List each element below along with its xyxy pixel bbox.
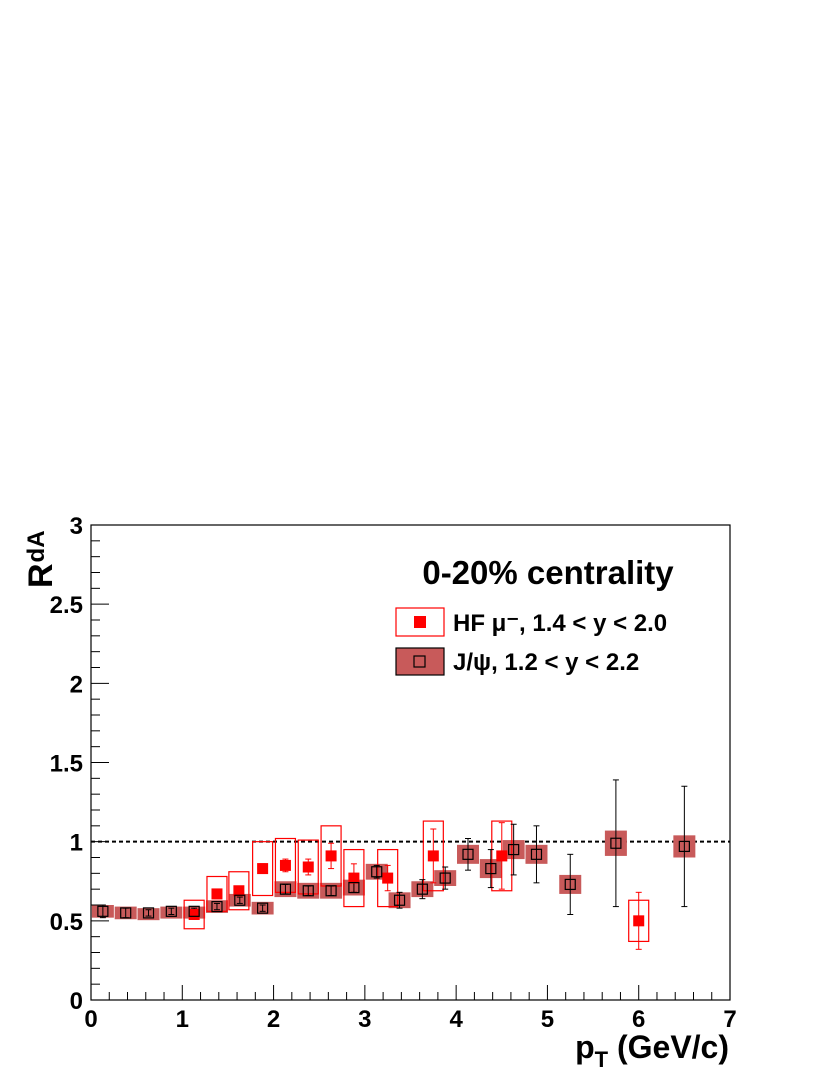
hf-sys-box xyxy=(422,820,444,892)
hf-point xyxy=(348,872,360,884)
hf-point xyxy=(325,850,337,862)
jpsi-point xyxy=(325,885,337,897)
jpsi-point xyxy=(439,872,451,884)
jpsi-point xyxy=(564,878,576,891)
y-tick-label: 1 xyxy=(70,830,83,857)
x-tick-label: 2 xyxy=(267,1006,280,1033)
jpsi-point xyxy=(279,883,292,895)
y-tick-label: 0.5 xyxy=(50,909,83,936)
hf-point xyxy=(211,888,223,900)
hf-point xyxy=(427,850,439,862)
legend-jpsi-label: J/ψ, 1.2 < y < 2.2 xyxy=(453,649,639,676)
jpsi-point xyxy=(165,905,177,917)
legend-jpsi-box xyxy=(395,647,445,676)
hf-point xyxy=(382,872,394,884)
jpsi-point xyxy=(610,837,622,849)
jpsi-point xyxy=(97,905,109,917)
hf-sys-box xyxy=(343,848,365,908)
y-tick-label: 1.5 xyxy=(50,751,83,778)
y-axis-title: RdA xyxy=(22,530,60,588)
jpsi-point xyxy=(348,881,360,894)
x-axis-title-main: p xyxy=(575,1029,595,1065)
x-tick-label: 0 xyxy=(84,1006,97,1033)
legend-hf-label: HF μ⁻, 1.4 < y < 2.0 xyxy=(453,610,667,637)
x-axis-title-unit: (GeV/c) xyxy=(608,1029,729,1065)
y-tick-label: 2 xyxy=(70,671,83,698)
chart-title: 0-20% centrality xyxy=(422,554,674,591)
jpsi-point xyxy=(302,885,314,897)
hf-point xyxy=(633,915,645,927)
legend-entry-jpsi: J/ψ, 1.2 < y < 2.2 xyxy=(395,647,639,676)
x-tick-label: 1 xyxy=(176,1006,189,1033)
legend: HF μ⁻, 1.4 < y < 2.0 J/ψ, 1.2 < y < 2.2 xyxy=(395,607,667,676)
hf-sys-box xyxy=(228,871,250,911)
jpsi-point xyxy=(142,907,155,919)
jpsi-point xyxy=(234,894,246,906)
jpsi-point xyxy=(416,883,428,895)
legend-entry-hf: HF μ⁻, 1.4 < y < 2.0 xyxy=(395,607,667,637)
hf-point xyxy=(302,861,314,873)
jpsi-point xyxy=(462,848,474,860)
jpsi-point xyxy=(393,894,406,906)
legend-jpsi-marker xyxy=(413,655,426,668)
jpsi-point xyxy=(188,905,200,917)
x-axis-title: pT (GeV/c) xyxy=(575,1029,729,1072)
jpsi-point xyxy=(530,848,543,860)
legend-hf-box xyxy=(395,607,445,637)
y-tick-label: 0 xyxy=(70,988,83,1015)
jpsi-point xyxy=(371,866,383,878)
hf-point xyxy=(279,859,291,871)
x-tick-label: 5 xyxy=(541,1006,554,1033)
hf-point xyxy=(188,909,200,920)
x-axis-title-sub: T xyxy=(595,1047,609,1072)
legend-hf-marker xyxy=(414,616,426,628)
data-layer xyxy=(91,779,696,950)
plot-frame xyxy=(90,524,731,1001)
y-tick-label: 2.5 xyxy=(50,592,83,619)
y-axis-title-main: R xyxy=(22,563,60,588)
jpsi-point xyxy=(678,840,690,853)
hf-sys-box xyxy=(183,899,205,930)
hf-point xyxy=(233,885,245,897)
x-tick-label: 3 xyxy=(358,1006,371,1033)
x-tick-label: 4 xyxy=(449,1006,463,1033)
y-tick-label: 3 xyxy=(70,513,83,540)
jpsi-point xyxy=(508,843,520,856)
jpsi-point xyxy=(485,862,497,875)
jpsi-point xyxy=(257,902,269,914)
hf-sys-box xyxy=(491,820,513,892)
hf-sys-box xyxy=(252,841,274,897)
y-axis-title-sub: dA xyxy=(23,530,50,562)
x-tick-label: 6 xyxy=(632,1006,645,1033)
jpsi-point xyxy=(211,900,223,913)
axis-layer: 0 1 2 3 4 5 6 7 0 0.5 1 1.5 2 2.5 3 xyxy=(50,513,737,1033)
x-tick-label: 7 xyxy=(723,1006,736,1033)
jpsi-point xyxy=(120,907,132,919)
hf-point xyxy=(496,850,508,862)
hf-point xyxy=(257,863,269,875)
